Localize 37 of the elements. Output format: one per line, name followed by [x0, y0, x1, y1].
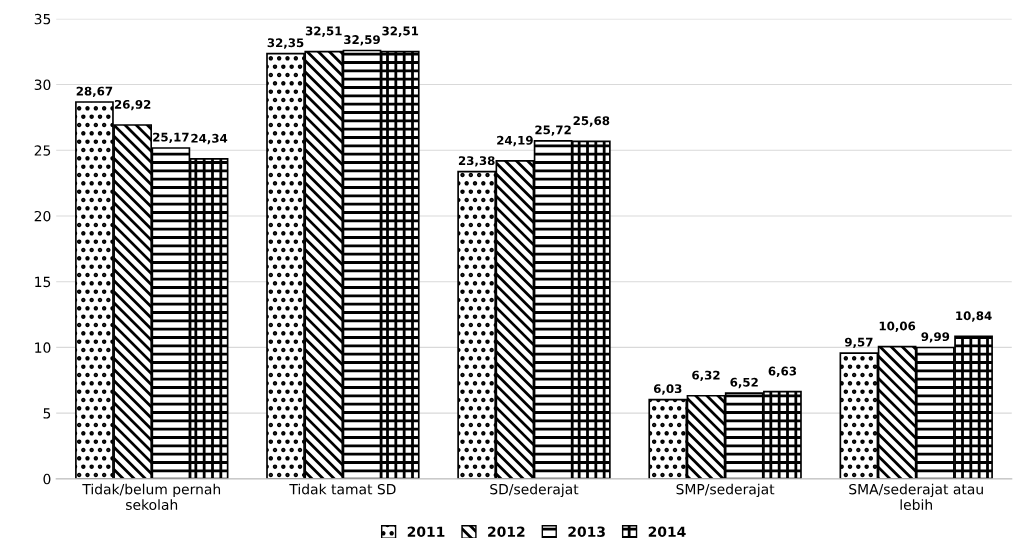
data-label: 6,32	[692, 370, 720, 382]
data-label: 32,59	[344, 35, 380, 46]
x-tick-label: SMA/sederajat atau lebih	[849, 483, 983, 510]
y-tick-label: 15	[35, 276, 51, 288]
y-tick-label: 10	[35, 342, 51, 353]
data-label: 25,68	[573, 116, 610, 127]
data-label: 10,84	[956, 311, 992, 322]
data-label: 25,17	[153, 132, 189, 144]
y-tick-label: 25	[34, 145, 51, 156]
data-label: 23,38	[458, 156, 495, 167]
legend-label: 2013	[568, 526, 605, 537]
data-label: 10,06	[879, 321, 916, 332]
y-tick-label: 0	[43, 473, 51, 485]
legend-label: 2011	[407, 526, 445, 537]
x-tick-label: Tidak/belum pernah sekolah	[82, 483, 221, 510]
data-label: 24,34	[191, 133, 228, 145]
data-label: 32,51	[382, 26, 419, 37]
x-tick-label: SD/sederajat	[490, 483, 579, 498]
data-label: 25,72	[535, 125, 571, 136]
x-tick-label: Tidak tamat SD	[289, 483, 396, 495]
legend-label: 2014	[648, 526, 686, 537]
y-tick-label: 5	[43, 408, 51, 419]
y-tick-label: 20	[34, 210, 51, 222]
data-label: 6,03	[653, 384, 682, 395]
data-label: 6,52	[730, 377, 758, 389]
data-label: 26,92	[114, 99, 151, 111]
x-tick-label: SMP/sederajat	[676, 483, 775, 498]
data-label: 9,57	[844, 337, 873, 349]
y-tick-label: 35	[34, 13, 51, 25]
data-label: 32,35	[267, 38, 304, 49]
data-label: 9,99	[921, 332, 950, 343]
data-label: 24,19	[497, 135, 533, 147]
y-tick-label: 30	[34, 79, 51, 91]
data-label: 6,63	[768, 366, 797, 378]
data-label: 32,51	[305, 26, 342, 37]
legend-label: 2012	[488, 526, 525, 537]
data-label: 28,67	[76, 86, 113, 98]
